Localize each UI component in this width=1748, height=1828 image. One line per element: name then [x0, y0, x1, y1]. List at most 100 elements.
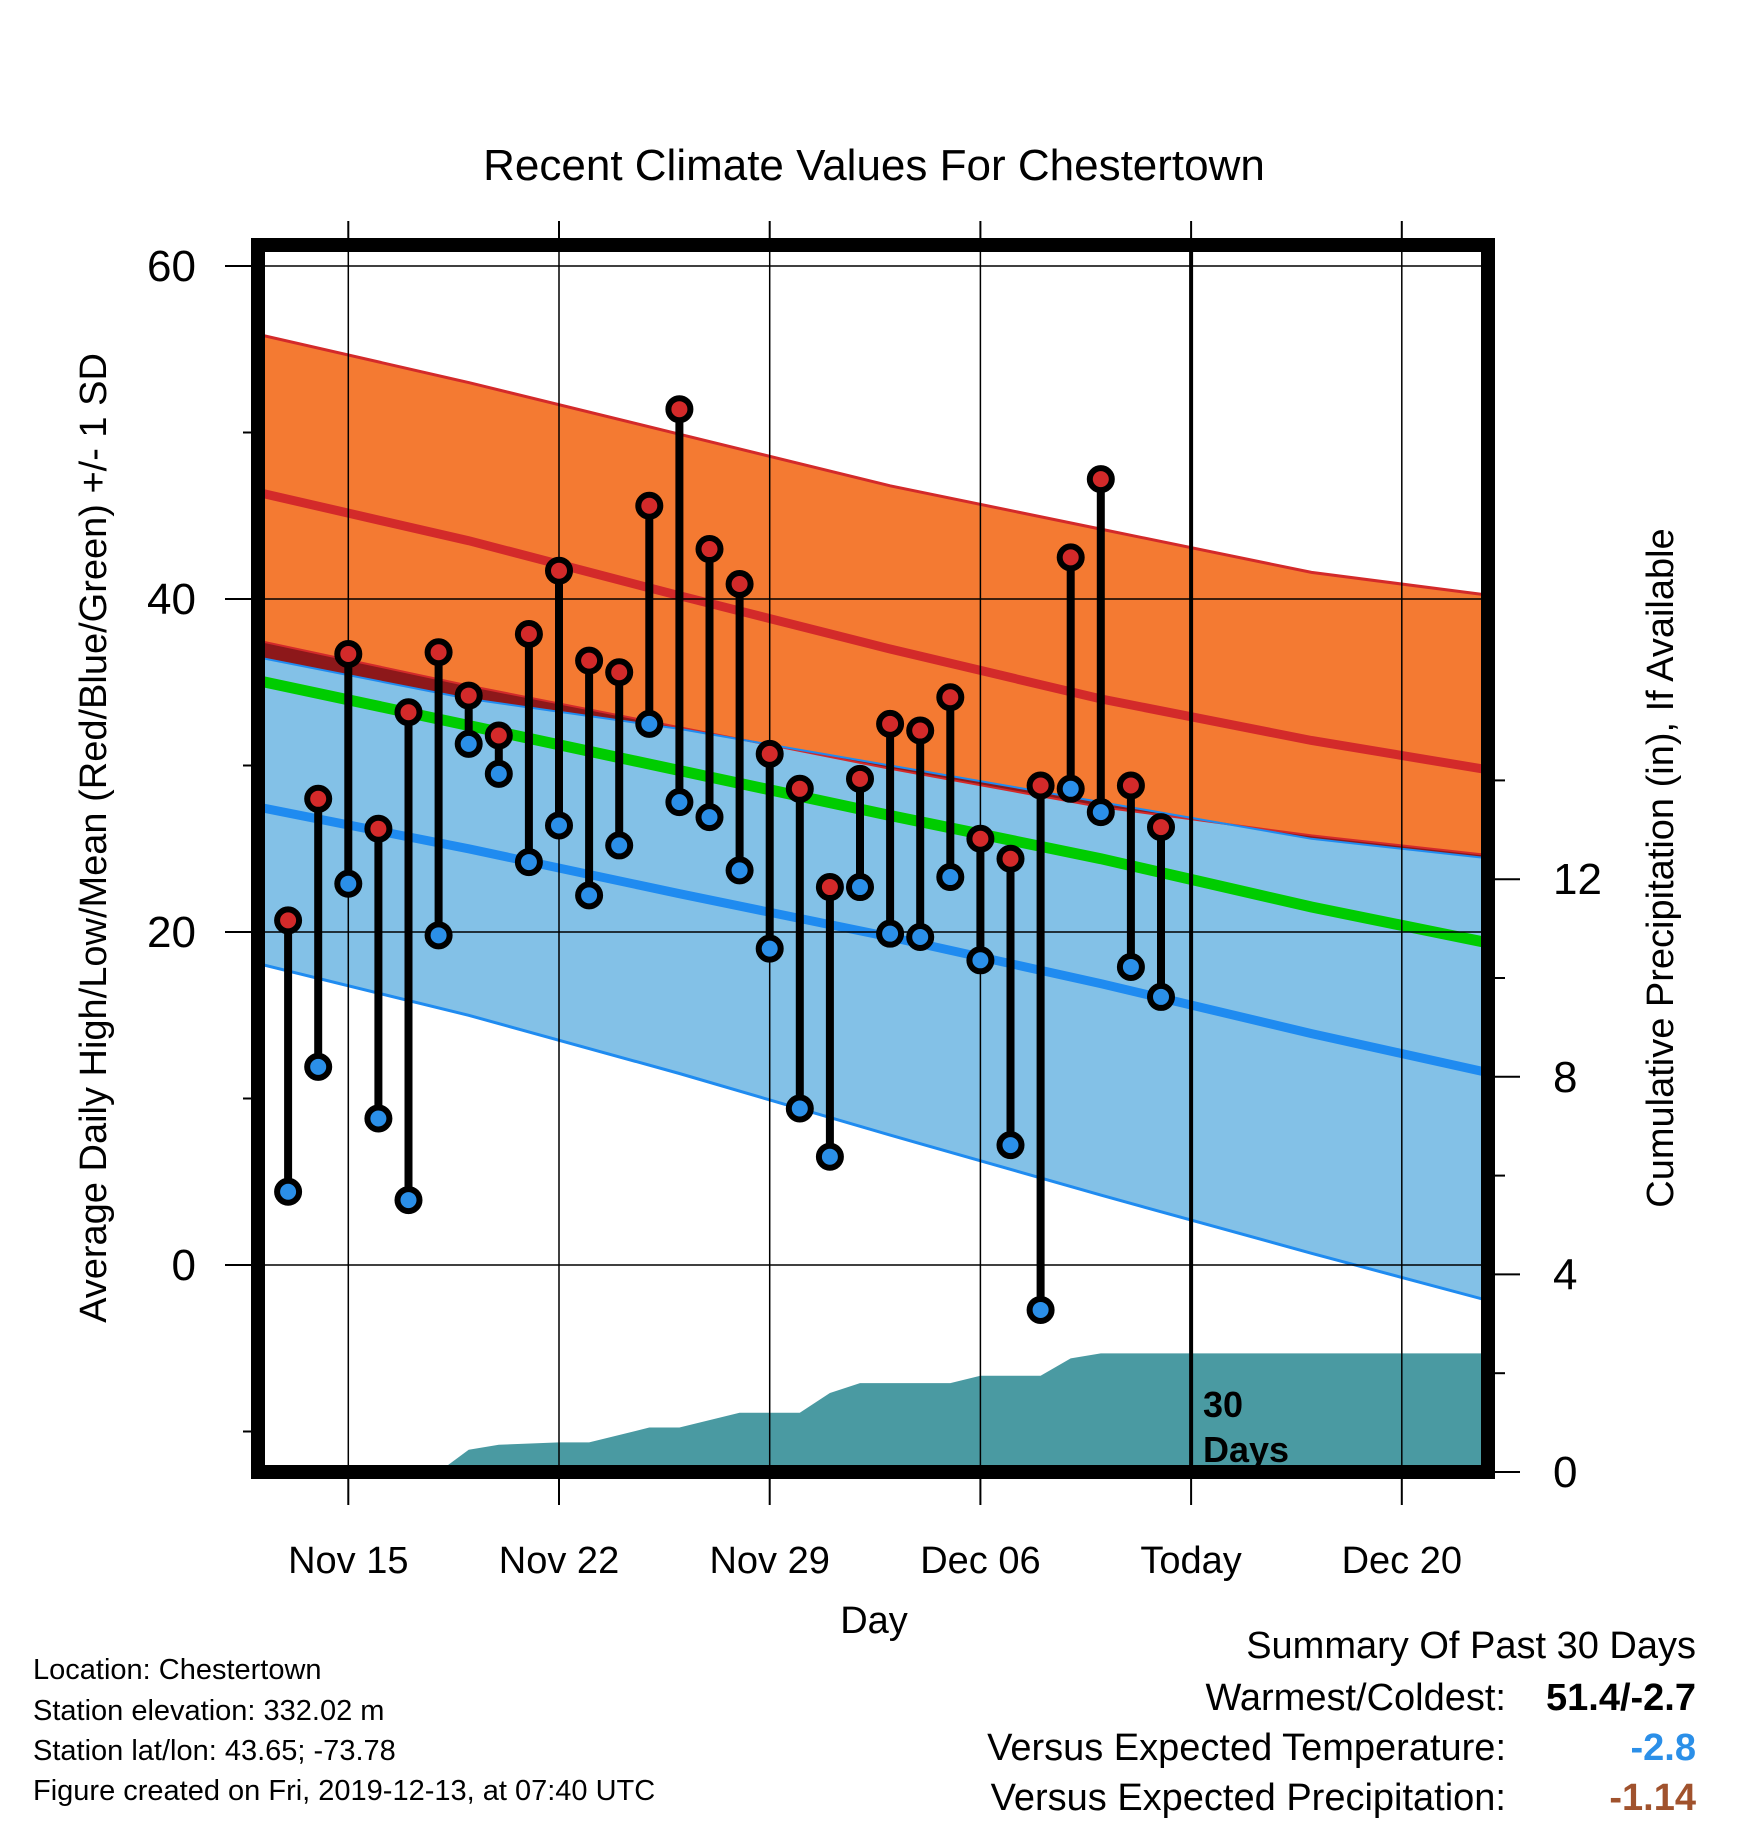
daily-high-point: [966, 824, 995, 853]
y-axis-left-label: Average Daily High/Low/Mean (Red/Blue/Gr…: [73, 353, 115, 1323]
daily-low-point: [725, 856, 754, 885]
daily-high-point: [1026, 771, 1055, 800]
x-tick-label: Nov 29: [709, 1540, 829, 1582]
daily-high-point: [785, 774, 814, 803]
daily-high-point: [846, 764, 874, 793]
y-right-tick-label: 12: [1553, 855, 1602, 904]
daily-high-point: [334, 639, 363, 668]
daily-high-point: [364, 814, 393, 843]
high-mean-line: [258, 488, 1488, 775]
daily-high-point: [936, 683, 965, 712]
daily-low-point: [575, 881, 604, 910]
daily-high-point: [755, 739, 784, 768]
summary-temp-anomaly: Versus Expected Temperature: -2.8: [987, 1729, 1696, 1767]
high-sd-band: [258, 334, 1488, 855]
info-elevation: Station elevation: 332.02 m: [33, 1695, 385, 1727]
daily-low-point: [695, 803, 724, 832]
daily-high-point: [394, 698, 423, 727]
daily-low-point: [364, 1104, 393, 1133]
daily-high-point: [575, 646, 604, 675]
info-latlon: Station lat/lon: 43.65; -73.78: [33, 1735, 396, 1767]
daily-low-point: [1026, 1295, 1055, 1324]
daily-high-point: [635, 491, 664, 520]
daily-low-point: [334, 869, 363, 898]
daily-high-point: [906, 716, 935, 745]
summary-precip-anomaly: Versus Expected Precipitation: -1.14: [991, 1779, 1696, 1817]
daily-high-point: [725, 570, 754, 599]
axes: 0 20 40 60 0 4 8 12 Nov 15 Nov 22 Nov 29 Dec 06 Toda…: [147, 221, 1602, 1582]
daily-high-point: [665, 395, 694, 424]
y-right-tick-label: 8: [1553, 1053, 1577, 1102]
warmest-coldest-value: 51.4/-2.7: [1546, 1677, 1696, 1719]
today-label-line1: 30: [1203, 1384, 1243, 1425]
daily-low-point: [846, 873, 874, 902]
daily-low-point: [665, 788, 694, 817]
daily-high-point: [424, 638, 453, 667]
cumulative-precip-area: [288, 1353, 1488, 1472]
daily-low-point: [1147, 982, 1175, 1011]
daily-high-point: [484, 721, 513, 750]
daily-low-point: [635, 709, 664, 738]
low-minus-sd-edge: [258, 962, 1488, 1303]
daily-high-point: [815, 873, 844, 902]
y-axis-right-label: Cumulative Precipitation (in), If Availa…: [1640, 528, 1682, 1207]
daily-high-point: [274, 906, 303, 935]
daily-low-point: [1086, 798, 1115, 827]
x-tick-label: Today: [1140, 1540, 1241, 1582]
daily-high-point: [1147, 813, 1175, 842]
daily-low-point: [304, 1052, 333, 1081]
x-tick-label: Dec 20: [1342, 1540, 1462, 1582]
warmest-coldest-label: Warmest/Coldest:: [1205, 1677, 1506, 1719]
x-axis-label: Day: [840, 1600, 908, 1642]
temp-anomaly-value: -2.8: [1630, 1727, 1696, 1769]
y-left-tick-label: 0: [172, 1241, 196, 1290]
daily-low-point: [424, 921, 453, 950]
daily-high-point: [454, 681, 483, 710]
precip-anomaly-value: -1.14: [1609, 1777, 1696, 1819]
daily-high-point: [514, 619, 543, 648]
daily-low-point: [966, 946, 995, 975]
daily-high-point: [1086, 465, 1115, 494]
daily-low-point: [454, 729, 483, 758]
daily-high-point: [545, 556, 573, 585]
y-left-tick-label: 60: [147, 242, 196, 291]
daily-low-point: [514, 848, 543, 877]
daily-low-point: [815, 1142, 844, 1171]
x-tick-label: Nov 22: [499, 1540, 619, 1582]
info-location: Location: Chestertown: [33, 1654, 322, 1686]
daily-low-point: [785, 1094, 814, 1123]
daily-low-point: [1116, 952, 1145, 981]
daily-low-point: [996, 1131, 1025, 1160]
daily-high-point: [1116, 771, 1145, 800]
high-plus-sd-edge: [258, 332, 1488, 597]
daily-low-point: [274, 1177, 303, 1206]
plot-overlay: [258, 245, 1488, 1472]
daily-high-point: [876, 709, 905, 738]
daily-high-point: [695, 535, 724, 564]
y-left-tick-label: 40: [147, 575, 196, 624]
y-right-tick-label: 0: [1553, 1448, 1577, 1497]
plot-frame: [251, 238, 1495, 1479]
x-tick-label: Nov 15: [288, 1540, 408, 1582]
y-left-tick-label: 20: [147, 908, 196, 957]
x-tick-label: Dec 06: [920, 1540, 1040, 1582]
summary-warmest-coldest: Warmest/Coldest: 51.4/-2.7: [1205, 1679, 1696, 1717]
temp-anomaly-label: Versus Expected Temperature:: [987, 1727, 1506, 1769]
precip-anomaly-label: Versus Expected Precipitation:: [990, 1777, 1506, 1819]
daily-low-point: [906, 922, 935, 951]
today-label-line2: Days: [1203, 1429, 1289, 1470]
daily-high-point: [1056, 543, 1085, 572]
chart-title: Recent Climate Values For Chestertown: [483, 141, 1265, 190]
daily-low-point: [545, 811, 573, 840]
daily-high-point: [996, 844, 1025, 873]
info-created: Figure created on Fri, 2019-12-13, at 07…: [33, 1775, 656, 1807]
daily-low-point: [484, 759, 513, 788]
daily-high-point: [304, 784, 333, 813]
daily-low-point: [394, 1186, 423, 1215]
daily-low-point: [876, 919, 905, 948]
daily-low-point: [936, 863, 965, 892]
plot-area: [258, 332, 1488, 1472]
daily-low-point: [605, 831, 634, 860]
daily-low-point: [1056, 774, 1085, 803]
